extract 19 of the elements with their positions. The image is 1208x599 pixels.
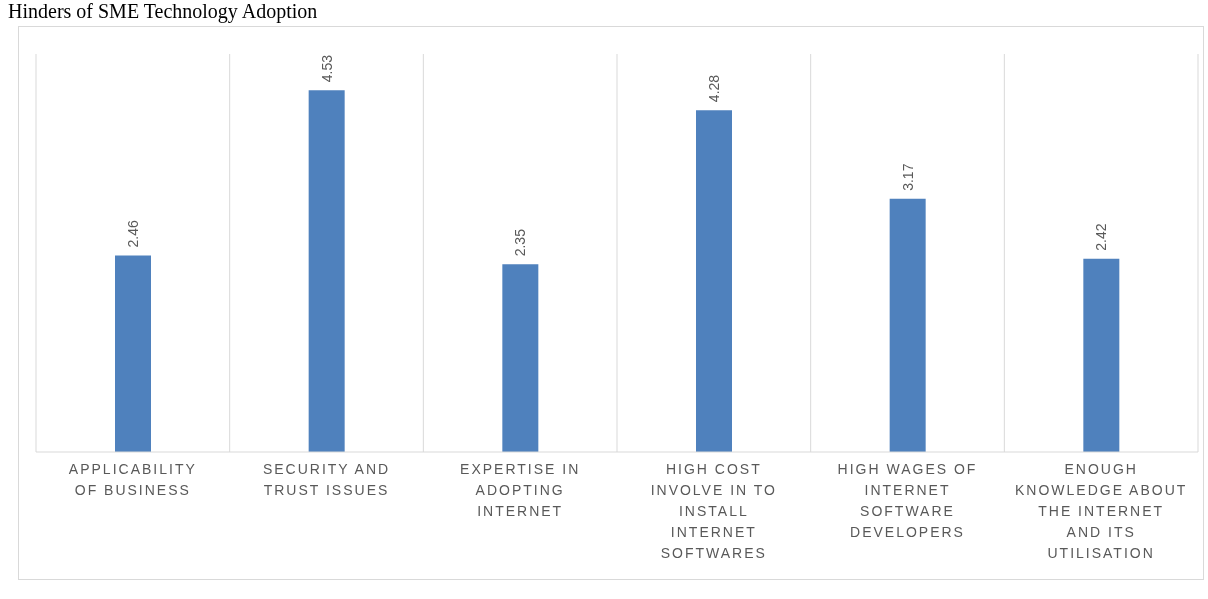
bar bbox=[1083, 258, 1120, 452]
x-tick-label: ENOUGH KNOWLEDGE ABOUT THE INTERNET AND ITS UTILISATION bbox=[1014, 461, 1188, 561]
bar bbox=[502, 264, 539, 452]
bar bbox=[115, 255, 151, 452]
bar bbox=[308, 90, 345, 452]
data-label: 2.46 bbox=[125, 220, 141, 248]
chart-title: Hinders of SME Technology Adoption bbox=[8, 0, 318, 23]
x-tick-label: EXPERTISE IN ADOPTING INTERNET bbox=[460, 461, 581, 519]
data-label: 3.17 bbox=[899, 163, 916, 191]
bar bbox=[696, 110, 732, 452]
x-tick-label: APPLICABILITY OF BUSINESS bbox=[68, 461, 197, 498]
data-label: 2.42 bbox=[1093, 223, 1110, 251]
data-label: 4.28 bbox=[706, 74, 722, 103]
data-label: 2.35 bbox=[512, 228, 529, 257]
x-tick-label: SECURITY AND TRUST ISSUES bbox=[262, 461, 391, 498]
bar bbox=[889, 198, 926, 452]
data-label: 4.53 bbox=[318, 54, 335, 83]
x-tick-label: HIGH WAGES OF INTERNET SOFTWARE DEVELOPERS bbox=[837, 461, 978, 540]
x-tick-label: HIGH COST INVOLVE IN TO INSTALL INTERNET SOFTWARES bbox=[650, 461, 778, 561]
